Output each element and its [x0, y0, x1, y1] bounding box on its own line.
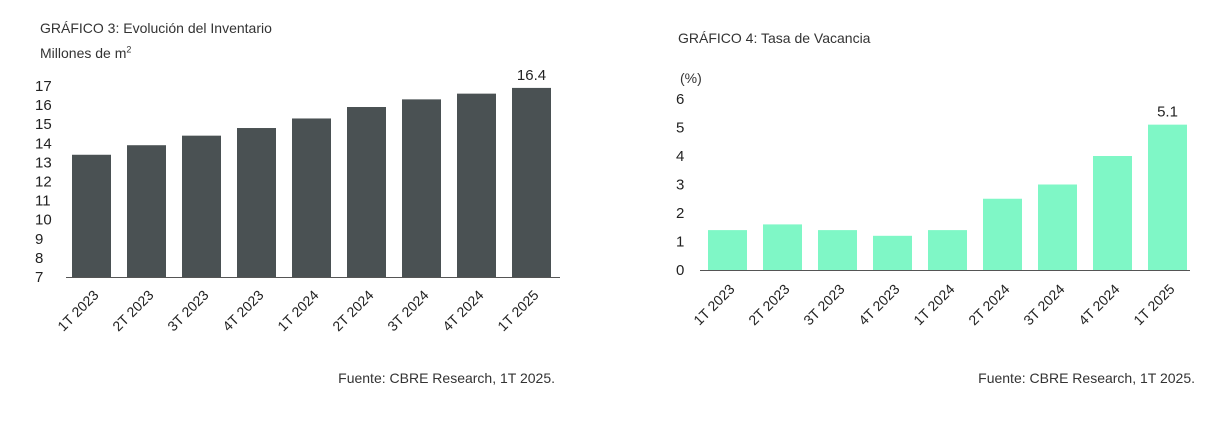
x-tick-label: 2T 2023: [109, 287, 157, 335]
y-axis-unit-label: Millones de m2: [40, 45, 131, 61]
y-tick-label: 6: [676, 91, 684, 108]
y-tick-label: 3: [676, 177, 684, 194]
chart-source: Fuente: CBRE Research, 1T 2025.: [338, 370, 555, 386]
bar-3t-2024: [402, 99, 441, 278]
chart-source: Fuente: CBRE Research, 1T 2025.: [978, 370, 1195, 386]
x-tick-label: 1T 2025: [1130, 281, 1178, 329]
x-tick-label: 2T 2023: [745, 281, 793, 329]
x-tick-label: 3T 2024: [1020, 281, 1068, 329]
bar-3t-2023: [182, 135, 221, 277]
y-axis-unit-superscript: 2: [126, 44, 132, 55]
x-tick-label: 1T 2023: [690, 281, 738, 329]
x-tick-label: 4T 2024: [1075, 281, 1123, 329]
bar-1t-2024: [292, 118, 331, 277]
bar-4t-2024: [457, 93, 496, 277]
y-tick-label: 7: [35, 269, 43, 286]
y-tick-label: 15: [35, 116, 52, 133]
bar-1t-2024: [928, 230, 967, 270]
bar-4t-2023: [237, 128, 276, 277]
y-tick-label: 5: [676, 120, 684, 137]
x-tick-label: 1T 2023: [54, 287, 102, 335]
y-tick-label: 1: [676, 234, 684, 251]
bar-2t-2024: [983, 198, 1022, 270]
y-tick-label: 14: [35, 135, 52, 152]
data-label: 16.4: [517, 67, 546, 84]
bar-1t-2023: [72, 154, 111, 277]
y-tick-label: 8: [35, 250, 43, 267]
y-tick-label: 17: [35, 78, 52, 95]
bar-2t-2024: [347, 107, 386, 277]
bar-3t-2023: [818, 230, 857, 270]
y-tick-label: 2: [676, 205, 684, 222]
bar-2t-2023: [127, 145, 166, 277]
y-tick-label: 10: [35, 212, 52, 229]
y-tick-label: 13: [35, 154, 52, 171]
data-label: 5.1: [1157, 104, 1178, 121]
x-tick-label: 4T 2023: [219, 287, 267, 335]
y-tick-label: 12: [35, 174, 52, 191]
y-tick-label: 4: [676, 148, 684, 165]
bar-3t-2024: [1038, 184, 1077, 270]
inventory-chart-panel: GRÁFICO 3: Evolución del Inventario Mill…: [0, 0, 600, 426]
y-axis-unit-label: (%): [680, 70, 702, 86]
chart-title: GRÁFICO 3: Evolución del Inventario: [40, 20, 272, 36]
x-tick-label: 4T 2024: [439, 287, 487, 335]
x-tick-label: 4T 2023: [855, 281, 903, 329]
bar-4t-2023: [873, 235, 912, 270]
y-axis-unit-text: Millones de m: [40, 45, 127, 61]
x-tick-label: 2T 2024: [965, 281, 1013, 329]
x-tick-label: 1T 2024: [274, 287, 322, 335]
y-tick-label: 9: [35, 231, 43, 248]
chart-title: GRÁFICO 4: Tasa de Vacancia: [678, 30, 871, 46]
y-tick-label: 16: [35, 97, 52, 114]
bar-1t-2025: [1148, 124, 1187, 271]
x-tick-label: 3T 2024: [384, 287, 432, 335]
bar-4t-2024: [1093, 156, 1132, 270]
x-tick-label: 2T 2024: [329, 287, 377, 335]
x-tick-label: 3T 2023: [800, 281, 848, 329]
inventory-bar-chart: 7 8 9 10 11 12 13 14 15 16 17 1T 2023 2T 2023 3T 2023…: [35, 67, 560, 335]
bar-2t-2023: [763, 224, 802, 270]
y-tick-label: 0: [676, 262, 684, 279]
x-tick-label: 3T 2023: [164, 287, 212, 335]
y-tick-label: 11: [35, 193, 51, 210]
bar-1t-2023: [708, 230, 747, 270]
vacancy-chart-panel: GRÁFICO 4: Tasa de Vacancia (%) 0 1 2 3 4 5 6 1…: [620, 0, 1230, 426]
x-tick-label: 1T 2024: [910, 281, 958, 329]
x-tick-label: 1T 2025: [494, 287, 542, 335]
bar-1t-2025: [512, 87, 551, 277]
